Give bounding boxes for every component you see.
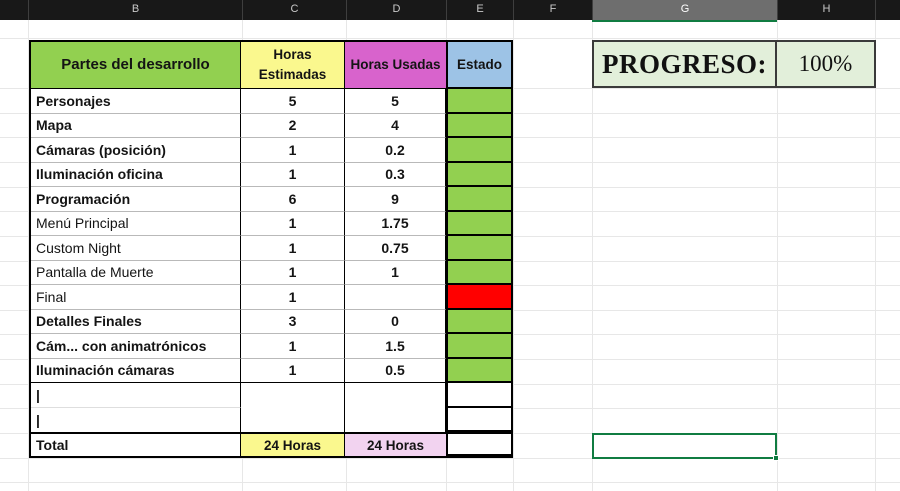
used-cell[interactable]: 4 bbox=[345, 113, 446, 138]
column-header-E[interactable]: E bbox=[446, 0, 513, 20]
status-cell-green[interactable] bbox=[446, 334, 513, 359]
status-cell-none[interactable] bbox=[446, 407, 513, 432]
header-estado[interactable]: Estado bbox=[446, 42, 513, 89]
task-cell[interactable]: Cámaras (posición) bbox=[31, 138, 241, 163]
status-cell-green[interactable] bbox=[446, 89, 513, 114]
estimated-cell[interactable]: 6 bbox=[241, 187, 345, 212]
status-cell-green[interactable] bbox=[446, 358, 513, 383]
used-cell[interactable] bbox=[345, 383, 446, 408]
progress-box: PROGRESO: 100% bbox=[592, 40, 876, 88]
estimated-cell[interactable]: 2 bbox=[241, 113, 345, 138]
gridline bbox=[777, 20, 778, 491]
column-header-C[interactable]: C bbox=[242, 0, 346, 20]
status-cell-green[interactable] bbox=[446, 211, 513, 236]
estimated-cell[interactable]: 1 bbox=[241, 138, 345, 163]
task-cell[interactable]: Custom Night bbox=[31, 236, 241, 261]
header-horas-usadas[interactable]: Horas Usadas bbox=[345, 42, 446, 89]
column-header-G[interactable]: G bbox=[592, 0, 777, 20]
used-cell[interactable]: 0.2 bbox=[345, 138, 446, 163]
used-cell[interactable]: 5 bbox=[345, 89, 446, 114]
column-header-B[interactable]: B bbox=[28, 0, 242, 20]
estimated-cell[interactable]: 1 bbox=[241, 358, 345, 383]
used-cell[interactable]: 0 bbox=[345, 309, 446, 334]
used-cell[interactable]: 1.75 bbox=[345, 211, 446, 236]
progress-value-cell[interactable]: 100% bbox=[798, 51, 853, 76]
estimated-cell[interactable]: 1 bbox=[241, 236, 345, 261]
column-header-F[interactable]: F bbox=[513, 0, 592, 20]
status-cell-green[interactable] bbox=[446, 138, 513, 163]
column-header-edge bbox=[875, 0, 900, 20]
task-cell[interactable]: Mapa bbox=[31, 113, 241, 138]
total-used-cell[interactable]: 24 Horas bbox=[345, 432, 446, 456]
column-header-D[interactable]: D bbox=[346, 0, 446, 20]
progress-label-cell[interactable]: PROGRESO: bbox=[601, 48, 767, 79]
progress-divider bbox=[775, 42, 777, 86]
gridline bbox=[0, 458, 900, 459]
status-cell-green[interactable] bbox=[446, 113, 513, 138]
used-cell[interactable]: 0.75 bbox=[345, 236, 446, 261]
gridline bbox=[592, 20, 593, 491]
used-cell[interactable]: 1 bbox=[345, 260, 446, 285]
used-cell[interactable]: 0.5 bbox=[345, 358, 446, 383]
selected-cell[interactable] bbox=[592, 433, 779, 461]
gridline bbox=[28, 20, 29, 491]
status-cell-green[interactable] bbox=[446, 162, 513, 187]
header-partes-del-desarrollo[interactable]: Partes del desarrollo bbox=[31, 42, 241, 89]
status-cell-none[interactable] bbox=[446, 383, 513, 408]
total-status-cell[interactable] bbox=[446, 432, 513, 456]
status-cell-green[interactable] bbox=[446, 260, 513, 285]
used-cell[interactable]: 0.3 bbox=[345, 162, 446, 187]
status-cell-red[interactable] bbox=[446, 285, 513, 310]
dev-table: Partes del desarrollo Horas Estimadas Ho… bbox=[29, 40, 513, 458]
estimated-cell[interactable]: 5 bbox=[241, 89, 345, 114]
total-estimated-cell[interactable]: 24 Horas bbox=[241, 432, 345, 456]
gridline bbox=[0, 38, 900, 39]
task-cell[interactable]: Menú Principal bbox=[31, 211, 241, 236]
status-cell-green[interactable] bbox=[446, 236, 513, 261]
task-cell[interactable]: Iluminación oficina bbox=[31, 162, 241, 187]
total-label-cell[interactable]: Total bbox=[31, 432, 241, 456]
column-header-edge bbox=[0, 0, 28, 20]
task-cell[interactable]: Cám... con animatrónicos bbox=[31, 334, 241, 359]
estimated-cell[interactable]: 3 bbox=[241, 309, 345, 334]
used-cell[interactable] bbox=[345, 407, 446, 432]
estimated-cell[interactable] bbox=[241, 383, 345, 408]
task-cell[interactable]: Personajes bbox=[31, 89, 241, 114]
estimated-cell[interactable]: 1 bbox=[241, 285, 345, 310]
gridline bbox=[0, 482, 900, 483]
estimated-cell[interactable]: 1 bbox=[241, 162, 345, 187]
status-cell-green[interactable] bbox=[446, 309, 513, 334]
column-header-H[interactable]: H bbox=[777, 0, 875, 20]
task-cell[interactable]: Pantalla de Muerte bbox=[31, 260, 241, 285]
estimated-cell[interactable]: 1 bbox=[241, 211, 345, 236]
header-horas-estimadas[interactable]: Horas Estimadas bbox=[241, 42, 345, 89]
task-cell[interactable]: Iluminación cámaras bbox=[31, 358, 241, 383]
selected-column-underline bbox=[592, 20, 777, 22]
used-cell[interactable]: 9 bbox=[345, 187, 446, 212]
used-cell[interactable]: 1.5 bbox=[345, 334, 446, 359]
task-cell[interactable]: Programación bbox=[31, 187, 241, 212]
task-cell[interactable]: Detalles Finales bbox=[31, 309, 241, 334]
task-cell[interactable]: Final bbox=[31, 285, 241, 310]
gridline bbox=[513, 20, 514, 491]
status-cell-green[interactable] bbox=[446, 187, 513, 212]
estimated-cell[interactable] bbox=[241, 407, 345, 432]
used-cell[interactable] bbox=[345, 285, 446, 310]
task-cell[interactable]: | bbox=[31, 407, 241, 432]
fill-handle[interactable] bbox=[773, 455, 779, 461]
gridline bbox=[875, 20, 876, 491]
estimated-cell[interactable]: 1 bbox=[241, 260, 345, 285]
estimated-cell[interactable]: 1 bbox=[241, 334, 345, 359]
task-cell[interactable]: | bbox=[31, 383, 241, 408]
